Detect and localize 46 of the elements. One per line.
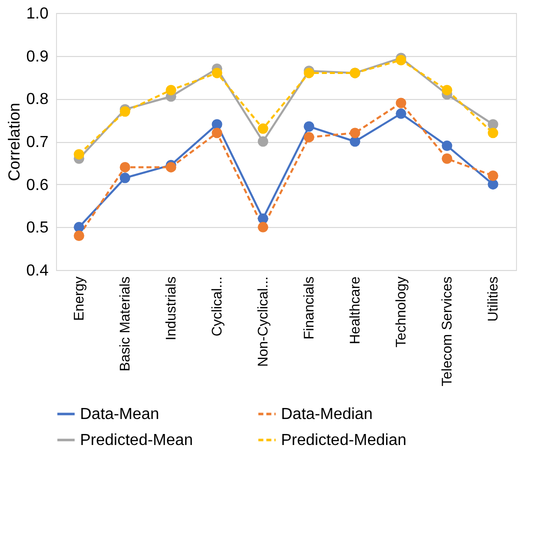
x-tick-label: Energy	[70, 276, 86, 321]
point	[120, 172, 130, 184]
point	[488, 128, 498, 138]
x-tick-label: Telecom Services	[438, 276, 454, 386]
x-tick-label: Cyclical...	[208, 276, 224, 336]
point	[442, 153, 452, 164]
point	[488, 179, 498, 190]
x-tick-label: Utilities	[484, 276, 500, 322]
point	[304, 121, 314, 132]
y-tick-label: 0.4	[26, 262, 49, 280]
point	[74, 149, 84, 160]
point	[258, 123, 268, 134]
x-tick-label: Technology	[392, 276, 408, 348]
x-tick-label: Basic Materials	[116, 276, 132, 372]
point	[74, 230, 84, 241]
y-tick-label: 0.6	[26, 176, 49, 194]
point	[488, 170, 498, 181]
y-tick-label: 0.8	[26, 91, 49, 108]
point	[442, 84, 452, 96]
legend-label: Predicted-Mean	[80, 432, 193, 449]
point	[396, 98, 406, 108]
x-tick-label: Non-Cyclical...	[254, 276, 270, 367]
point	[212, 128, 222, 138]
point	[258, 222, 268, 232]
y-tick-label: 0.5	[26, 220, 49, 237]
x-tick-label: Healthcare	[346, 276, 362, 344]
y-tick-label: 1.0	[26, 6, 49, 22]
y-axis-title: Correlation	[6, 102, 24, 182]
point	[304, 132, 314, 142]
y-tick-label: 0.7	[26, 134, 49, 151]
legend-label: Data-Mean	[80, 406, 160, 423]
point	[212, 119, 222, 130]
y-tick-label: 0.9	[26, 48, 49, 66]
legend-label: Predicted-Median	[281, 432, 406, 449]
legend-label: Data-Median	[281, 406, 373, 423]
point	[212, 68, 222, 78]
x-tick-label: Financials	[300, 276, 316, 340]
point	[488, 119, 498, 130]
point	[120, 162, 130, 172]
point	[396, 108, 406, 119]
point	[442, 140, 452, 152]
x-tick-label: Industrials	[162, 276, 178, 340]
point	[166, 84, 176, 96]
point	[258, 136, 268, 147]
point	[350, 128, 360, 138]
point	[258, 213, 268, 224]
